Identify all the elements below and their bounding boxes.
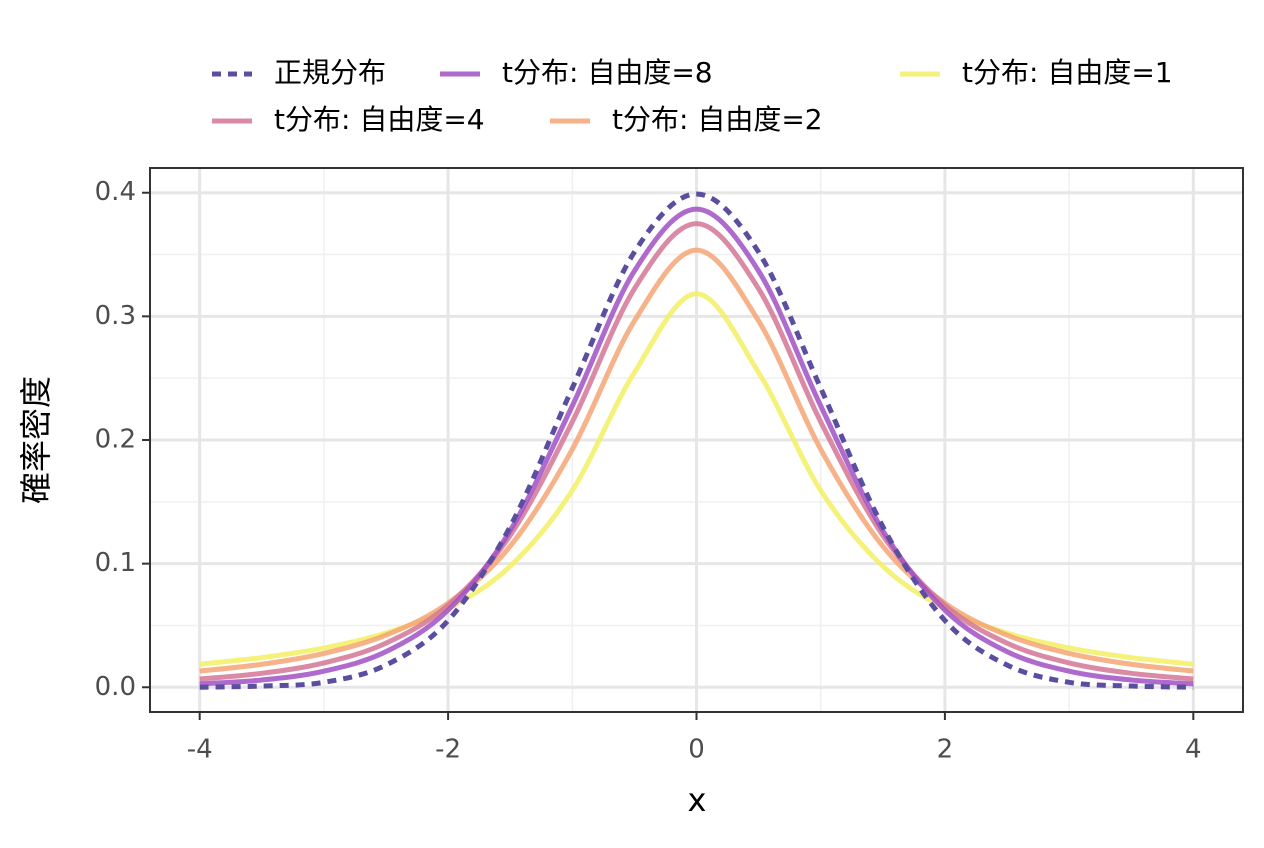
line (199, 247, 1194, 674)
y-tick-label: 0.2 (95, 425, 136, 455)
x-tick-label: 2 (937, 735, 954, 765)
x-tick-label: 0 (688, 735, 705, 765)
y-axis-label: 確率密度 (17, 376, 55, 504)
y-tick-label: 0.0 (95, 672, 136, 702)
y-tick-label: 0.1 (95, 548, 136, 578)
line (199, 221, 1194, 682)
y-tick-label: 0.4 (95, 177, 136, 207)
line (199, 206, 1194, 687)
x-tick-label: -4 (187, 735, 213, 765)
plot-border (149, 167, 1244, 713)
x-tick-label: 4 (1185, 735, 1202, 765)
legend-label: t分布: 自由度=2 (612, 103, 823, 136)
legend-label: t分布: 自由度=4 (274, 103, 485, 136)
line (199, 191, 1194, 690)
legend-label: t分布: 自由度=1 (962, 56, 1173, 89)
legend-label: 正規分布 (274, 56, 386, 89)
legend-label: t分布: 自由度=8 (502, 56, 713, 89)
x-axis-label: x (688, 781, 707, 819)
y-tick-label: 0.3 (95, 301, 136, 331)
x-tick-label: -2 (435, 735, 461, 765)
